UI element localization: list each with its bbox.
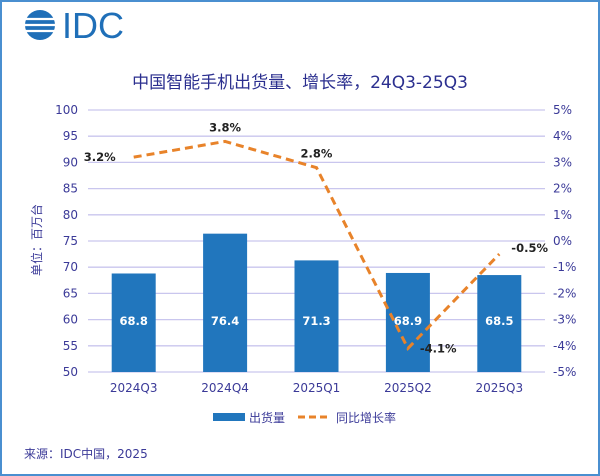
x-tick-label: 2024Q4 <box>201 381 249 395</box>
x-tick-label: 2025Q1 <box>293 381 341 395</box>
y2-tick-label: -2% <box>553 286 576 300</box>
y2-tick-label: -1% <box>553 260 576 274</box>
legend: 出货量 同比增长率 <box>213 410 396 425</box>
y-tick-label: 100 <box>55 103 78 117</box>
bar <box>294 260 339 372</box>
y2-tick-label: 2% <box>553 182 572 196</box>
bar-value-label: 76.4 <box>211 314 239 328</box>
y2-tick-label: 1% <box>553 208 572 222</box>
idc-logo: IDC <box>24 5 124 46</box>
y-tick-label: 55 <box>63 339 78 353</box>
logo-text: IDC <box>62 5 124 46</box>
growth-line <box>133 139 501 351</box>
line-value-label: -0.5% <box>511 241 548 255</box>
y-tick-label: 65 <box>63 286 78 300</box>
y-tick-label: 95 <box>63 129 78 143</box>
chart-title: 中国智能手机出货量、增长率，24Q3-25Q3 <box>132 73 468 93</box>
y2-tick-label: 3% <box>553 155 572 169</box>
bar-value-label: 71.3 <box>302 314 330 328</box>
line-value-label: 3.8% <box>209 120 241 134</box>
bar <box>477 275 522 372</box>
y-tick-label: 50 <box>63 365 78 379</box>
bar <box>203 233 248 372</box>
y-tick-label: 85 <box>63 182 78 196</box>
x-tick-label: 2025Q3 <box>475 381 523 395</box>
y2-tick-label: 5% <box>553 103 572 117</box>
bar <box>385 272 430 372</box>
bar-value-label: 68.5 <box>485 314 513 328</box>
y2-tick-label: -3% <box>553 313 576 327</box>
y-tick-label: 80 <box>63 208 78 222</box>
y2-tick-label: -4% <box>553 339 576 353</box>
y-axis-label: 单位：百万台 <box>29 204 44 276</box>
y-tick-label: 90 <box>63 155 78 169</box>
legend-bar-label: 出货量 <box>249 410 285 425</box>
line-value-label: 2.8% <box>301 147 333 161</box>
y2-tick-label: 4% <box>553 129 572 143</box>
y-tick-label: 70 <box>63 260 78 274</box>
bar-value-label: 68.8 <box>120 314 148 328</box>
y-tick-label: 60 <box>63 313 78 327</box>
y-tick-label: 75 <box>63 234 78 248</box>
legend-line-label: 同比增长率 <box>336 410 396 425</box>
bar-value-label: 68.9 <box>394 314 422 328</box>
source-note: 来源：IDC中国，2025 <box>24 446 148 461</box>
y2-tick-label: 0% <box>553 234 572 248</box>
x-tick-label: 2024Q3 <box>110 381 158 395</box>
line-value-label: -4.1% <box>420 341 457 355</box>
y2-tick-label: -5% <box>553 365 576 379</box>
line-value-label: 3.2% <box>84 150 116 164</box>
bar <box>111 273 156 372</box>
x-tick-label: 2025Q2 <box>384 381 432 395</box>
legend-bar-swatch <box>213 413 245 421</box>
